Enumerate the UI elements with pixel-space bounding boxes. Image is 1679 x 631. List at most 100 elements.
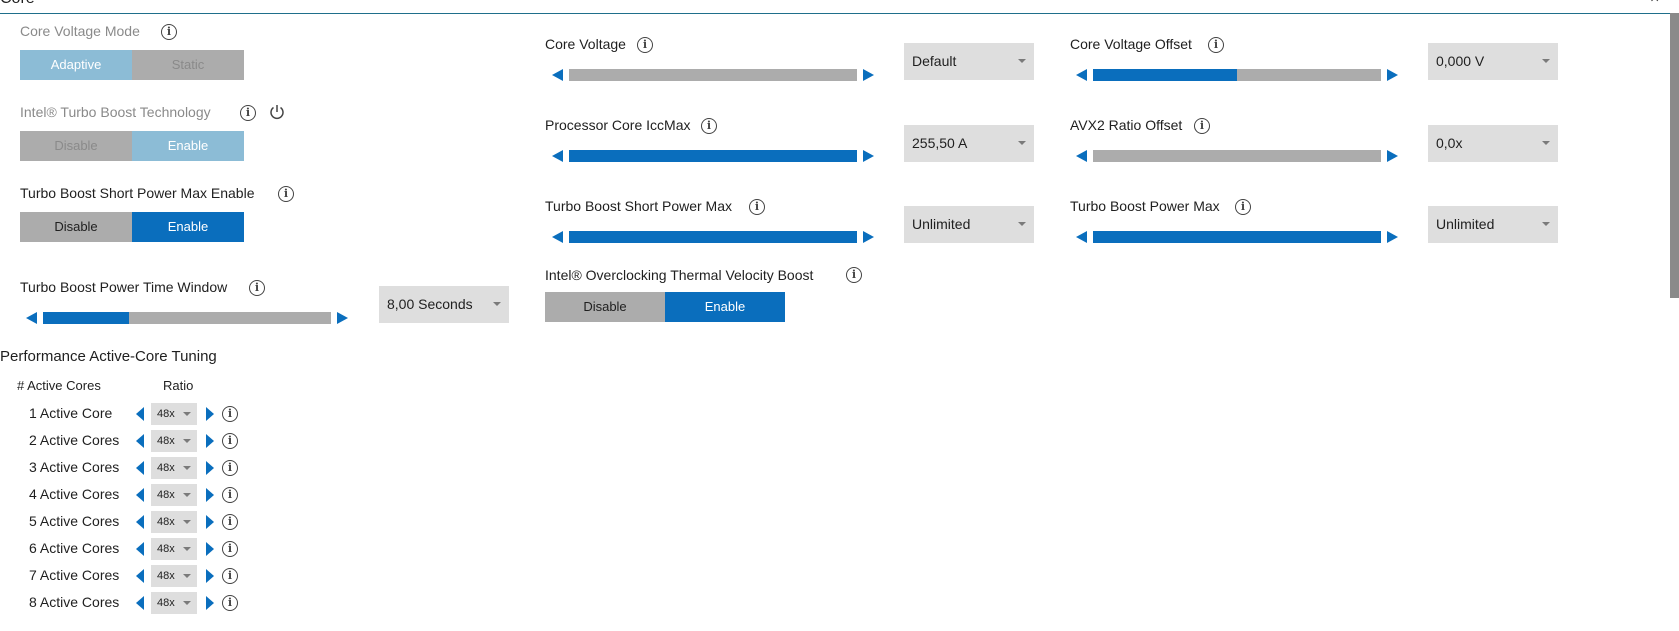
info-icon[interactable]: i [1208,37,1224,53]
info-icon[interactable]: i [701,118,717,134]
disable-button[interactable]: Disable [20,212,132,242]
active-core-label: 4 Active Cores [29,486,120,502]
turbo-boost-power-max-slider[interactable] [1076,229,1398,245]
info-icon[interactable]: i [637,37,653,53]
slider-track[interactable] [569,69,857,81]
select-value: 8,00 Seconds [387,296,473,312]
increase-arrow-icon[interactable] [863,150,874,162]
increase-arrow-icon[interactable] [206,461,214,475]
info-icon[interactable]: i [846,267,862,283]
turbo-boost-power-max-select[interactable]: Unlimited [1428,206,1558,243]
turbo-boost-short-power-max-slider[interactable] [552,229,874,245]
decrease-arrow-icon[interactable] [552,231,563,243]
active-cores-column-header: # Active Cores [17,378,101,393]
turbo-boost-power-time-window-select[interactable]: 8,00 Seconds [379,286,509,323]
enable-button[interactable]: Enable [132,131,244,161]
increase-arrow-icon[interactable] [1387,231,1398,243]
vertical-scrollbar[interactable] [1670,13,1679,298]
info-icon[interactable]: i [1235,199,1251,215]
ratio-column-header: Ratio [163,378,194,393]
increase-arrow-icon[interactable] [206,434,214,448]
chevron-down-icon [1018,59,1026,63]
info-icon[interactable]: i [222,460,238,476]
select-value: 48x [157,435,175,447]
increase-arrow-icon[interactable] [863,231,874,243]
info-icon[interactable]: i [222,433,238,449]
slider-track[interactable] [1093,231,1381,243]
ratio-select[interactable]: 48x [151,430,197,452]
info-icon[interactable]: i [278,186,294,202]
ratio-select[interactable]: 48x [151,511,197,533]
core-voltage-offset-select[interactable]: 0,000 V [1428,43,1558,80]
active-core-label: 7 Active Cores [29,567,120,583]
info-icon[interactable]: i [240,105,256,121]
info-icon[interactable]: i [222,568,238,584]
decrease-arrow-icon[interactable] [136,488,144,502]
info-icon[interactable]: i [222,541,238,557]
turbo-boost-short-power-max-select[interactable]: Unlimited [904,206,1034,243]
decrease-arrow-icon[interactable] [552,69,563,81]
disable-button[interactable]: Disable [20,131,132,161]
ratio-select[interactable]: 48x [151,538,197,560]
core-voltage-slider[interactable] [552,67,874,83]
avx2-ratio-offset-select[interactable]: 0,0x [1428,125,1558,162]
info-icon[interactable]: i [749,199,765,215]
slider-track[interactable] [43,312,331,324]
decrease-arrow-icon[interactable] [136,569,144,583]
turbo-boost-power-time-window-slider[interactable] [26,310,348,326]
info-icon[interactable]: i [222,595,238,611]
info-icon[interactable]: i [222,406,238,422]
enable-button[interactable]: Enable [132,212,244,242]
enable-button[interactable]: Enable [665,292,785,322]
processor-core-iccmax-slider[interactable] [552,148,874,164]
increase-arrow-icon[interactable] [206,488,214,502]
decrease-arrow-icon[interactable] [1076,69,1087,81]
slider-track[interactable] [569,150,857,162]
info-icon[interactable]: i [1194,118,1210,134]
increase-arrow-icon[interactable] [1387,150,1398,162]
power-icon[interactable] [268,103,286,121]
decrease-arrow-icon[interactable] [552,150,563,162]
ratio-select[interactable]: 48x [151,565,197,587]
decrease-arrow-icon[interactable] [136,407,144,421]
decrease-arrow-icon[interactable] [136,434,144,448]
increase-arrow-icon[interactable] [337,312,348,324]
decrease-arrow-icon[interactable] [1076,231,1087,243]
increase-arrow-icon[interactable] [206,407,214,421]
select-value: 255,50 A [912,135,968,151]
info-icon[interactable]: i [161,24,177,40]
decrease-arrow-icon[interactable] [136,542,144,556]
ratio-select[interactable]: 48x [151,457,197,479]
core-voltage-select[interactable]: Default [904,43,1034,80]
info-icon[interactable]: i [249,280,265,296]
increase-arrow-icon[interactable] [206,596,214,610]
turbo-boost-technology-toggle: Disable Enable [20,131,244,161]
processor-core-iccmax-select[interactable]: 255,50 A [904,125,1034,162]
increase-arrow-icon[interactable] [1387,69,1398,81]
decrease-arrow-icon[interactable] [136,596,144,610]
decrease-arrow-icon[interactable] [136,515,144,529]
increase-arrow-icon[interactable] [206,569,214,583]
core-voltage-offset-slider[interactable] [1076,67,1398,83]
slider-track[interactable] [1093,150,1381,162]
ratio-select[interactable]: 48x [151,403,197,425]
info-icon[interactable]: i [222,487,238,503]
static-button[interactable]: Static [132,50,244,80]
ratio-select[interactable]: 48x [151,484,197,506]
chevron-down-icon [183,439,191,443]
adaptive-button[interactable]: Adaptive [20,50,132,80]
increase-arrow-icon[interactable] [206,515,214,529]
decrease-arrow-icon[interactable] [26,312,37,324]
decrease-arrow-icon[interactable] [136,461,144,475]
info-icon[interactable]: i [222,514,238,530]
disable-button[interactable]: Disable [545,292,665,322]
increase-arrow-icon[interactable] [863,69,874,81]
avx2-ratio-offset-slider[interactable] [1076,148,1398,164]
close-icon[interactable]: × [1650,0,1659,8]
ratio-select[interactable]: 48x [151,592,197,614]
increase-arrow-icon[interactable] [206,542,214,556]
slider-track[interactable] [569,231,857,243]
turbo-boost-technology-label: Intel® Turbo Boost Technology [20,104,211,120]
slider-track[interactable] [1093,69,1381,81]
decrease-arrow-icon[interactable] [1076,150,1087,162]
